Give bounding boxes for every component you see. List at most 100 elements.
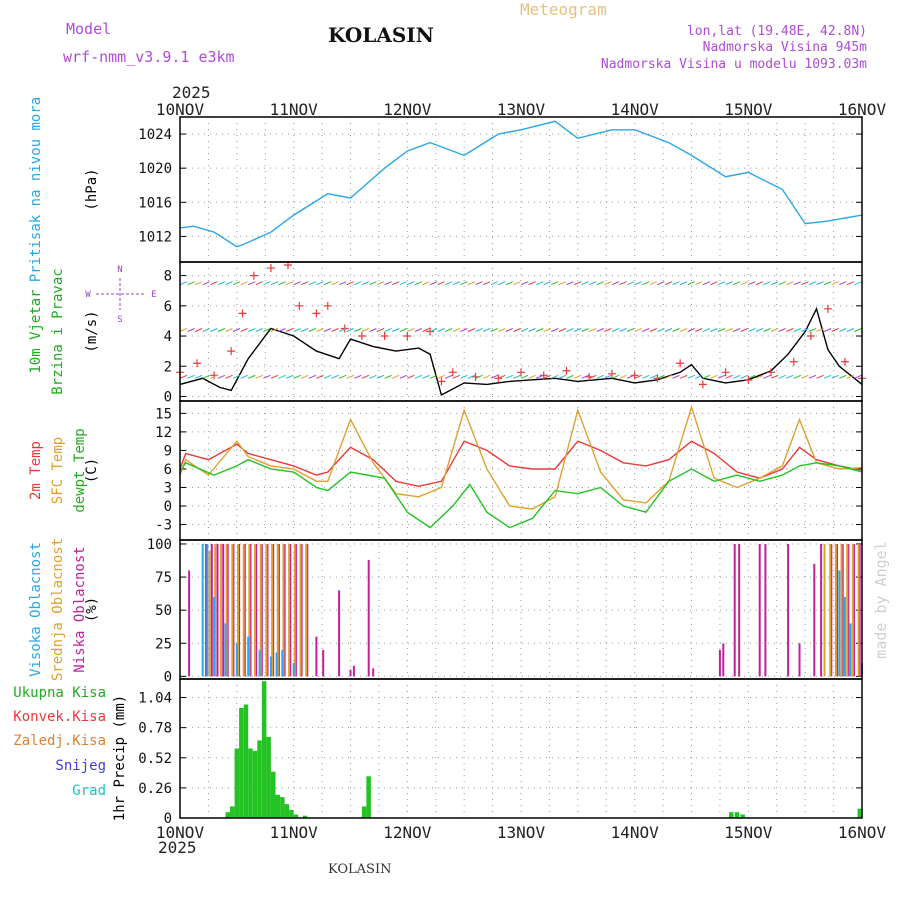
gust-marker — [323, 301, 332, 310]
bar-cloud-0 — [272, 544, 275, 677]
wind-arrow — [505, 374, 514, 379]
wind-arrow — [717, 328, 726, 332]
x-tick-label-bottom-10NOV: 10NOV — [156, 823, 205, 842]
wind-arrow — [429, 281, 438, 286]
wind-arrow — [308, 281, 317, 286]
wind-arrow — [475, 281, 483, 286]
wind-arrow — [338, 328, 347, 332]
series-temperature-1 — [179, 404, 863, 510]
bar-cloud-1 — [829, 544, 832, 677]
wind-arrow — [831, 374, 839, 379]
wind-arrow — [505, 328, 514, 332]
wind-arrow — [816, 328, 824, 332]
wind-arrow — [308, 374, 317, 379]
x-tick-label-bottom-16NOV: 16NOV — [838, 823, 887, 842]
wind-arrow — [316, 281, 324, 286]
panel-precip: 0 0.26 0.52 0.78 1.04 Ukupna Kisa Konvek.Kisa Z… — [13, 678, 863, 827]
wind-arrow — [755, 374, 764, 379]
bar-cloud-0 — [853, 544, 855, 677]
wind-arrow — [839, 328, 847, 332]
gust-marker — [380, 332, 389, 341]
bar-cloud-1 — [219, 544, 222, 677]
bar-cloud-1 — [225, 544, 228, 677]
y-tick-label-temperature: 6 — [164, 462, 172, 478]
wind-arrow — [649, 374, 658, 379]
wind-arrow — [225, 281, 233, 286]
y-tick-label-temperature: 3 — [164, 480, 172, 496]
station-title: KOLASIN — [328, 23, 434, 47]
wind-arrow — [187, 328, 195, 332]
bar-cloud-0 — [764, 544, 767, 677]
panel-label-cloud-0: Visoka Oblacnost — [28, 542, 44, 677]
wind-arrow — [338, 374, 347, 379]
wind-arrow — [679, 281, 688, 286]
bar-cloud-0 — [352, 665, 355, 677]
wind-arrow — [399, 328, 407, 332]
model-name: wrf-nmm_v3.9.1 e3km — [63, 48, 235, 66]
wind-arrow — [179, 328, 188, 332]
wind-arrow — [755, 281, 764, 286]
bar-precip-0 — [293, 814, 299, 818]
bar-cloud-2 — [843, 596, 846, 677]
wind-arrow — [732, 328, 741, 332]
wind-arrow — [755, 328, 764, 332]
gust-marker — [562, 366, 571, 375]
wind-arrow — [801, 328, 809, 332]
wind-arrow — [626, 374, 635, 379]
bar-cloud-1 — [276, 544, 279, 677]
elevation-label: Nadmorska Visina 945m — [702, 40, 867, 55]
y-tick-label-cloud: 75 — [155, 570, 172, 586]
y-tick-label-wind: 4 — [164, 329, 172, 345]
gust-marker — [789, 357, 798, 366]
compass-e: E — [151, 290, 156, 300]
wind-arrow — [642, 328, 650, 332]
bar-cloud-0 — [718, 649, 721, 677]
panel-label-wind-1: Brzina i Pravac — [50, 268, 66, 394]
wind-arrow — [664, 374, 673, 379]
bar-cloud-1 — [271, 544, 274, 677]
wind-arrow — [278, 328, 286, 332]
meteogram-title: Meteogram — [520, 0, 607, 19]
wind-arrow — [793, 328, 801, 332]
bar-cloud-0 — [787, 544, 790, 677]
x-tick-label-top-16NOV: 16NOV — [838, 100, 887, 119]
bar-precip-0 — [248, 748, 253, 818]
bar-cloud-2 — [201, 544, 204, 677]
wind-arrow — [823, 374, 832, 379]
wind-arrow — [717, 374, 726, 379]
bar-cloud-0 — [255, 544, 258, 677]
bar-cloud-2 — [258, 649, 261, 677]
wind-arrow — [513, 374, 521, 379]
gust-marker — [437, 377, 446, 386]
wind-arrow — [422, 374, 430, 379]
gust-marker — [721, 368, 730, 377]
wind-arrow — [422, 328, 430, 332]
wind-arrow — [626, 328, 635, 332]
wind-arrow — [748, 328, 756, 332]
y-tick-label-temperature: 0 — [164, 499, 172, 515]
wind-arrow — [748, 374, 756, 379]
wind-arrow — [748, 281, 756, 286]
wind-arrow — [604, 328, 612, 332]
bar-cloud-0 — [858, 544, 861, 677]
x-tick-label-bottom-13NOV: 13NOV — [497, 823, 546, 842]
wind-arrow — [710, 374, 718, 379]
wind-arrow — [498, 281, 506, 286]
wind-arrow — [452, 328, 460, 332]
wind-arrow — [535, 281, 544, 286]
x-tick-label-top-14NOV: 14NOV — [611, 100, 660, 119]
panel-label-precip-1: Konvek.Kisa — [13, 709, 106, 725]
wind-arrow — [263, 328, 271, 332]
bar-cloud-1 — [254, 544, 256, 677]
bar-cloud-0 — [226, 544, 229, 677]
gust-marker — [448, 368, 457, 377]
bar-cloud-0 — [232, 544, 235, 677]
wind-arrow — [695, 374, 703, 379]
wind-arrow — [331, 328, 339, 332]
panel-label-precip-3: Snijeg — [55, 758, 106, 774]
wind-arrow — [285, 328, 294, 332]
wind-arrow — [596, 328, 604, 332]
wind-arrow — [657, 328, 665, 332]
bar-precip-0 — [243, 704, 249, 818]
wind-arrow — [725, 281, 733, 286]
